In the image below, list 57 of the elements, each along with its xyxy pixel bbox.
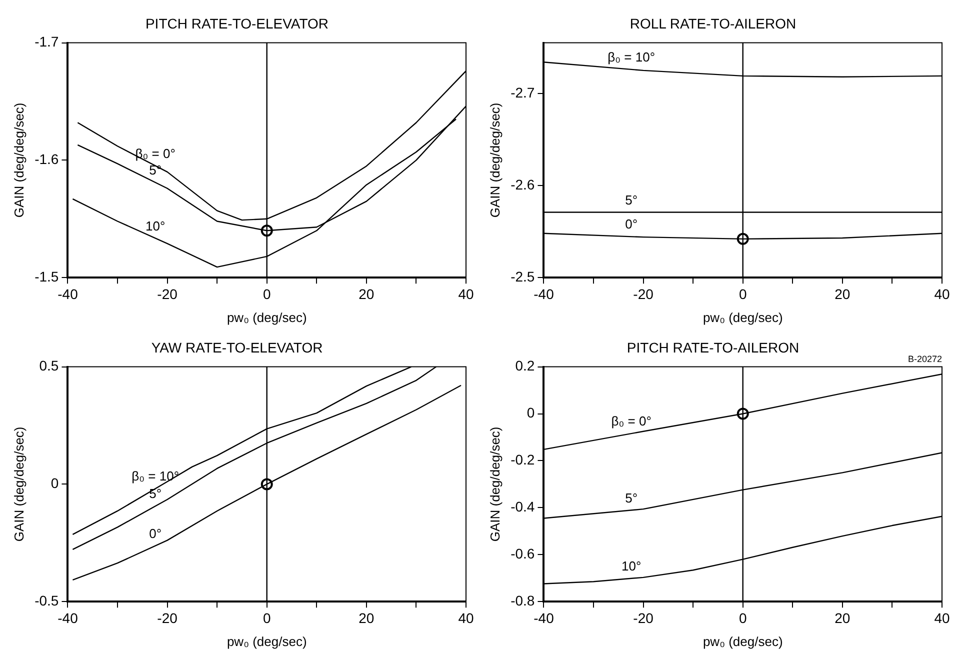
y-tick-label: -0.4 <box>510 498 535 515</box>
x-tick-label: 0 <box>738 286 747 302</box>
x-tick-label: -40 <box>58 286 78 302</box>
x-axis-title: pw₀ (deg/sec) <box>702 634 783 649</box>
x-tick-label: 40 <box>458 286 474 302</box>
chart-title: PITCH RATE-TO-ELEVATOR <box>145 15 329 32</box>
x-axis-title: pw₀ (deg/sec) <box>226 310 307 325</box>
y-tick-label: -2.7 <box>510 84 535 100</box>
y-tick-label: -1.6 <box>34 151 59 168</box>
x-tick-label: -20 <box>633 610 654 626</box>
y-tick-label: -2.6 <box>510 176 535 192</box>
x-tick-label: 20 <box>358 610 374 626</box>
x-tick-label: 20 <box>834 286 850 302</box>
x-tick-label: -20 <box>633 286 654 302</box>
y-axis-title: GAIN (deg/deg/sec) <box>11 426 26 542</box>
y-axis-title: GAIN (deg/deg/sec) <box>487 102 502 218</box>
x-tick-label: 0 <box>738 610 747 626</box>
x-tick-label: -40 <box>534 286 554 302</box>
x-axis-title: pw₀ (deg/sec) <box>226 634 307 649</box>
x-tick-label: -20 <box>157 286 178 302</box>
series-label: β₀ = 10° <box>608 50 656 65</box>
y-axis-title: GAIN (deg/deg/sec) <box>487 426 502 542</box>
series-label: 10° <box>622 558 642 574</box>
text: B-20272 <box>908 354 942 364</box>
x-tick-label: 40 <box>458 610 474 626</box>
series-label: 10° <box>146 218 166 234</box>
x-tick-label: 20 <box>834 610 850 626</box>
x-tick-label: -20 <box>157 610 178 626</box>
series-label: β₀ = 10° <box>132 468 180 484</box>
y-tick-label: -0.8 <box>510 592 535 608</box>
y-tick-label: -0.5 <box>34 592 59 608</box>
x-tick-label: 40 <box>934 286 950 302</box>
y-tick-label: -0.2 <box>510 452 535 468</box>
y-tick-label: -0.6 <box>510 546 535 562</box>
chart-title: ROLL RATE-TO-AILERON <box>630 15 796 32</box>
chart-title: YAW RATE-TO-ELEVATOR <box>151 339 323 356</box>
series-label: 0° <box>149 526 162 541</box>
y-tick-label: -1.7 <box>34 34 59 50</box>
y-tick-label: -1.5 <box>34 268 59 284</box>
chart-title: PITCH RATE-TO-AILERON <box>626 339 800 356</box>
y-tick-label: 0.2 <box>515 358 535 374</box>
series-label: 0° <box>625 216 638 232</box>
y-tick-label: 0.5 <box>39 358 59 374</box>
x-tick-label: -40 <box>58 610 78 626</box>
series-label: 5° <box>625 192 638 208</box>
series-label: 5° <box>625 490 638 506</box>
y-axis-title: GAIN (deg/deg/sec) <box>11 102 26 218</box>
y-tick-label: -2.5 <box>510 268 535 284</box>
x-tick-label: 40 <box>934 610 950 626</box>
series-label: β₀ = 0° <box>611 414 652 429</box>
y-tick-label: 0 <box>50 475 59 492</box>
y-tick-label: 0 <box>526 404 535 421</box>
x-tick-label: 0 <box>262 610 271 626</box>
x-tick-label: 0 <box>262 286 271 302</box>
x-tick-label: -40 <box>534 610 554 626</box>
x-tick-label: 20 <box>358 286 374 302</box>
x-axis-title: pw₀ (deg/sec) <box>702 310 783 325</box>
